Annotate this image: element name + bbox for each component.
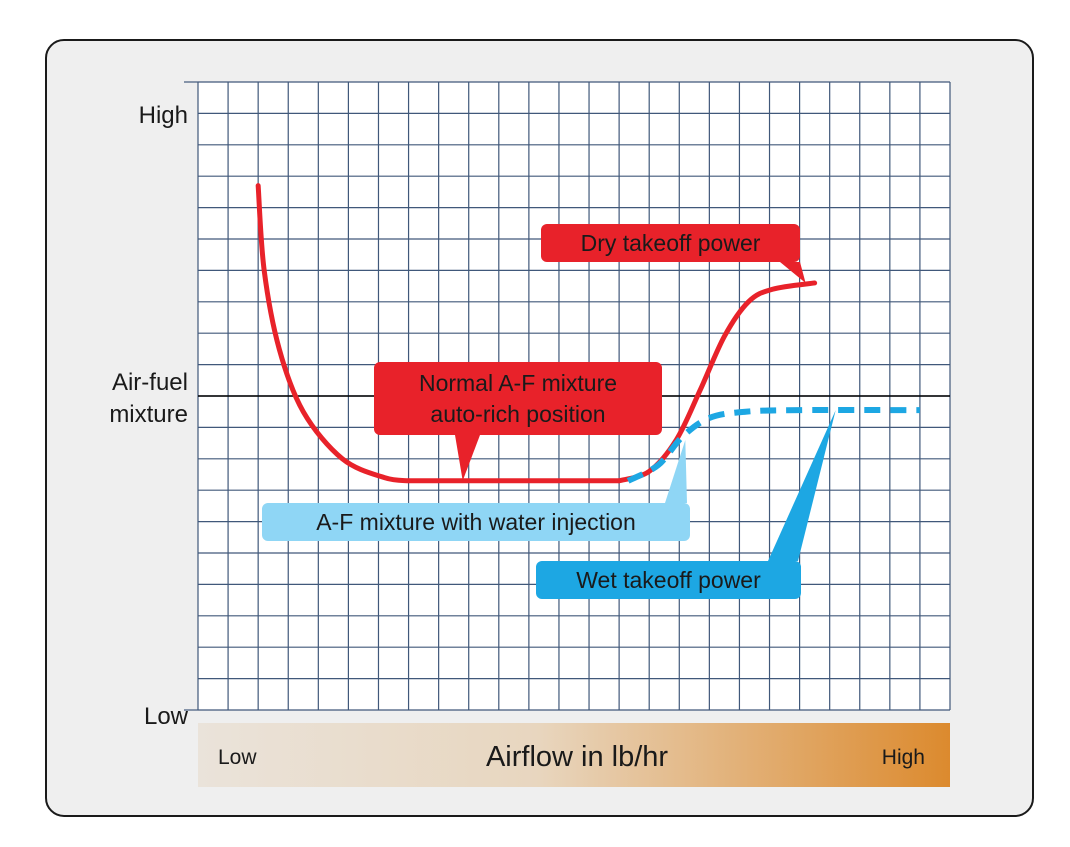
y-axis-low-label: Low	[144, 703, 189, 730]
x-axis-title: Airflow in lb/hr	[486, 741, 668, 773]
series-line	[255, 183, 412, 484]
callout-label: Dry takeoff power	[581, 230, 761, 256]
x-axis-high-label: High	[882, 746, 925, 769]
series-line	[626, 407, 920, 484]
y-axis-high-label: High	[139, 102, 188, 129]
x-axis-low-label: Low	[218, 746, 257, 769]
callout-box	[262, 503, 690, 541]
callout-label: Wet takeoff power	[576, 567, 761, 593]
y-axis-title-line-1: Air-fuel	[112, 369, 188, 396]
callout-pointer	[665, 439, 687, 503]
x-axis-band	[198, 723, 950, 787]
series-line	[616, 280, 818, 484]
callout-label: A-F mixture with water injection	[316, 509, 636, 535]
callout-label: Normal A-F mixture	[419, 370, 617, 396]
callout-pointer	[780, 262, 806, 283]
callout-label: auto-rich position	[430, 401, 605, 427]
y-axis-title-line-2: mixture	[109, 401, 188, 428]
annotation-layer: Dry takeoff power Normal A-F mixture auto-…	[262, 224, 836, 599]
callout-pointer	[768, 410, 836, 561]
callout-box	[541, 224, 800, 262]
callout-box	[374, 362, 662, 435]
series-layer	[255, 183, 920, 484]
callout-pointer	[455, 435, 480, 481]
callout-box	[536, 561, 801, 599]
